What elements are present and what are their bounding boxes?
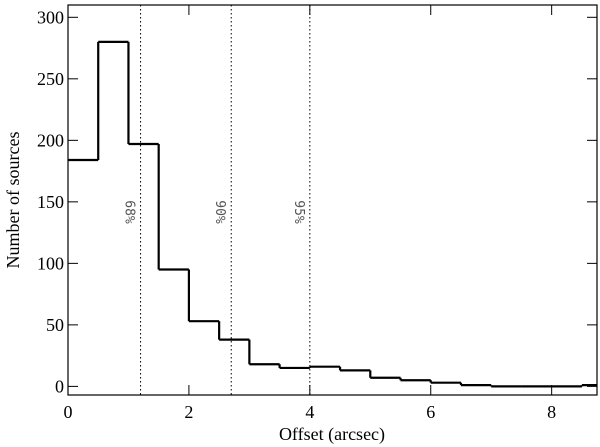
histogram (68, 40, 597, 388)
x-tick-label: 2 (184, 402, 193, 422)
y-tick-label: 50 (46, 315, 64, 335)
x-tick-label: 4 (305, 402, 314, 422)
y-tick-label: 200 (37, 130, 64, 150)
x-axis-label: Offset (arcsec) (279, 424, 385, 445)
y-tick-label: 300 (37, 7, 64, 27)
y-tick-label: 100 (37, 253, 64, 273)
percentile-label: 90% (212, 200, 227, 224)
percentile-label: 68% (122, 200, 137, 224)
y-tick-label: 0 (55, 376, 64, 396)
x-tick-label: 0 (64, 402, 73, 422)
y-tick-label: 150 (37, 192, 64, 212)
x-tick-label: 8 (547, 402, 556, 422)
x-tick-label: 6 (426, 402, 435, 422)
percentile-label: 95% (291, 200, 306, 224)
y-tick-label: 250 (37, 69, 64, 89)
y-axis-label: Number of sources (3, 132, 23, 269)
plot-frame (67, 4, 598, 396)
